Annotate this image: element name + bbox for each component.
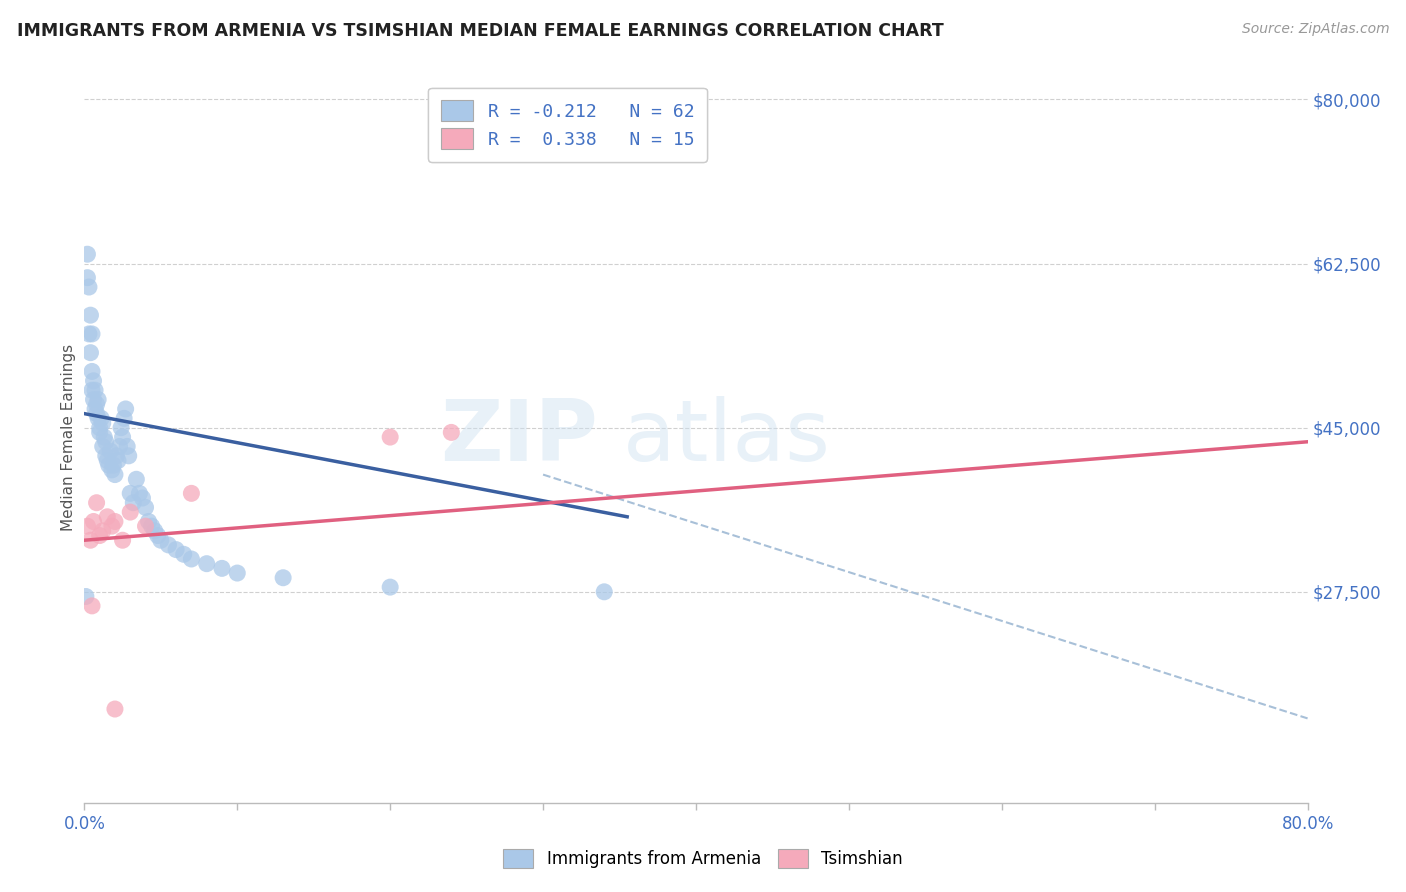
- Text: IMMIGRANTS FROM ARMENIA VS TSIMSHIAN MEDIAN FEMALE EARNINGS CORRELATION CHART: IMMIGRANTS FROM ARMENIA VS TSIMSHIAN MED…: [17, 22, 943, 40]
- Point: [157, 538, 180, 552]
- Point: [380, 580, 402, 594]
- Point: [211, 561, 233, 575]
- Point: [91, 524, 114, 538]
- Point: [195, 557, 218, 571]
- Point: [79, 345, 101, 359]
- Point: [440, 425, 463, 440]
- Point: [76, 247, 98, 261]
- Point: [86, 496, 108, 510]
- Point: [84, 401, 107, 416]
- Point: [76, 270, 98, 285]
- Point: [593, 584, 616, 599]
- Point: [80, 599, 103, 613]
- Point: [91, 440, 114, 454]
- Point: [118, 449, 141, 463]
- Point: [111, 533, 134, 548]
- Point: [108, 440, 131, 454]
- Point: [93, 430, 115, 444]
- Point: [75, 590, 97, 604]
- Point: [83, 392, 105, 407]
- Point: [101, 463, 124, 477]
- Point: [180, 486, 202, 500]
- Legend: R = -0.212   N = 62, R =  0.338   N = 15: R = -0.212 N = 62, R = 0.338 N = 15: [427, 87, 707, 162]
- Point: [104, 467, 127, 482]
- Point: [94, 449, 117, 463]
- Point: [135, 500, 157, 515]
- Point: [76, 519, 98, 533]
- Point: [115, 440, 138, 454]
- Text: Source: ZipAtlas.com: Source: ZipAtlas.com: [1241, 22, 1389, 37]
- Point: [104, 515, 127, 529]
- Point: [128, 486, 150, 500]
- Point: [122, 496, 145, 510]
- Point: [138, 515, 160, 529]
- Y-axis label: Median Female Earnings: Median Female Earnings: [60, 343, 76, 531]
- Point: [89, 420, 111, 434]
- Point: [80, 364, 103, 378]
- Point: [84, 383, 107, 397]
- Point: [98, 444, 121, 458]
- Point: [79, 533, 101, 548]
- Text: atlas: atlas: [623, 395, 831, 479]
- Point: [135, 519, 157, 533]
- Point: [89, 528, 111, 542]
- Point: [87, 392, 110, 407]
- Point: [226, 566, 249, 580]
- Point: [111, 430, 134, 444]
- Point: [79, 308, 101, 322]
- Point: [125, 472, 148, 486]
- Point: [94, 434, 117, 449]
- Point: [110, 420, 132, 434]
- Point: [120, 486, 142, 500]
- Point: [101, 519, 124, 533]
- Point: [86, 407, 108, 421]
- Point: [105, 449, 128, 463]
- Point: [120, 505, 142, 519]
- Point: [380, 430, 402, 444]
- Point: [143, 524, 166, 538]
- Point: [107, 453, 129, 467]
- Point: [271, 571, 294, 585]
- Point: [96, 453, 118, 467]
- Point: [112, 411, 135, 425]
- Point: [77, 326, 100, 341]
- Point: [80, 326, 103, 341]
- Point: [173, 547, 195, 561]
- Point: [103, 458, 125, 473]
- Point: [180, 552, 202, 566]
- Point: [90, 411, 112, 425]
- Point: [77, 280, 100, 294]
- Point: [165, 542, 187, 557]
- Point: [87, 411, 110, 425]
- Point: [97, 458, 120, 473]
- Point: [83, 374, 105, 388]
- Point: [149, 533, 172, 548]
- Point: [80, 383, 103, 397]
- Text: ZIP: ZIP: [440, 395, 598, 479]
- Point: [114, 401, 136, 416]
- Point: [146, 528, 169, 542]
- Point: [104, 702, 127, 716]
- Point: [89, 425, 111, 440]
- Point: [83, 515, 105, 529]
- Legend: Immigrants from Armenia, Tsimshian: Immigrants from Armenia, Tsimshian: [496, 842, 910, 875]
- Point: [141, 519, 163, 533]
- Point: [131, 491, 153, 505]
- Point: [86, 397, 108, 411]
- Point: [91, 416, 114, 430]
- Point: [96, 509, 118, 524]
